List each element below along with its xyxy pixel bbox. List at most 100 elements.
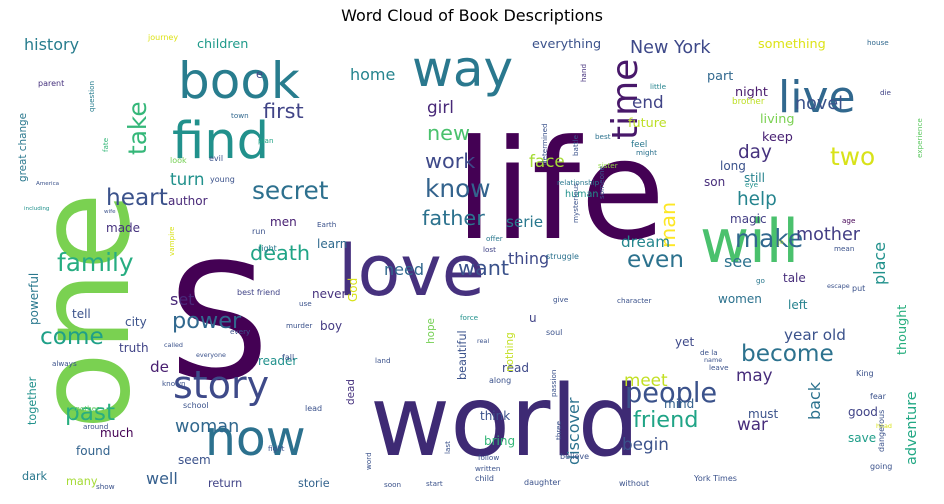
word-brother: brother xyxy=(732,97,765,107)
word-show: show xyxy=(96,482,115,491)
word-read: read xyxy=(502,361,529,375)
word-discover: discover xyxy=(564,397,583,465)
word-always: always xyxy=(52,359,77,368)
word-everyone: everyone xyxy=(196,351,226,359)
word-children: children xyxy=(197,37,248,52)
word-know: know xyxy=(425,174,491,203)
word-little: little xyxy=(650,82,667,91)
word-king: King xyxy=(856,369,874,378)
word-now: now xyxy=(205,410,306,467)
word-new-york: New York xyxy=(630,38,711,58)
word-life: life xyxy=(455,110,665,271)
word-become: become xyxy=(741,340,834,367)
word-best-friend: best friend xyxy=(237,288,280,297)
word-every: every xyxy=(230,327,251,336)
word-home: home xyxy=(350,65,395,84)
word-experience: experience xyxy=(915,118,924,158)
word-journey: journey xyxy=(147,33,178,42)
word-take: take xyxy=(123,101,152,155)
word-long: long xyxy=(720,159,746,173)
word-girl: girl xyxy=(427,97,454,117)
word-make: make xyxy=(735,224,803,253)
word-soul: soul xyxy=(546,328,562,337)
word-mother: mother xyxy=(796,225,861,245)
word-will: will xyxy=(700,207,799,277)
word-together: together xyxy=(26,376,39,425)
word-day: day xyxy=(738,142,772,163)
word-child: child xyxy=(475,474,494,483)
word-thing: thing xyxy=(508,249,549,268)
word-tale: tale xyxy=(783,271,806,285)
word-question: question xyxy=(87,81,96,112)
word-meet: meet xyxy=(624,370,668,390)
word-even: even xyxy=(627,246,684,273)
word-power: power xyxy=(172,308,242,334)
word-reader: reader xyxy=(258,354,297,368)
word-wife: wife xyxy=(104,209,116,215)
word-best: best xyxy=(595,132,611,141)
word-may: may xyxy=(736,365,773,385)
word-found: found xyxy=(76,444,110,458)
word-adventure: adventure xyxy=(904,391,920,465)
word-yet: yet xyxy=(675,335,694,349)
word-must: must xyxy=(748,407,779,421)
word-use: use xyxy=(299,299,312,308)
word-dark: dark xyxy=(22,470,48,483)
word-father: father xyxy=(422,206,485,230)
word-daughter: daughter xyxy=(524,478,561,487)
word-storie: storie xyxy=(298,477,330,490)
word-give: give xyxy=(553,295,569,304)
word-return: return xyxy=(208,477,242,490)
word-keep: keep xyxy=(762,130,793,145)
word-past: past xyxy=(65,399,115,426)
word-place: place xyxy=(870,242,889,285)
word-might: might xyxy=(636,148,657,157)
word-evil: evil xyxy=(209,154,223,163)
word-along: along xyxy=(489,376,511,385)
word-end: end xyxy=(632,92,664,112)
word-son: son xyxy=(704,175,725,189)
word-author: author xyxy=(168,194,208,208)
word-magic: magic xyxy=(730,212,767,226)
word-war: war xyxy=(737,414,768,434)
word-people: people xyxy=(625,378,717,409)
word-fall: fall xyxy=(282,353,294,362)
word-house: house xyxy=(867,38,889,47)
word-turn: turn xyxy=(170,169,204,189)
word-real: real xyxy=(477,337,489,345)
word-believe: believe xyxy=(560,452,589,461)
word-good: good xyxy=(848,405,878,419)
word-put: put xyxy=(852,284,865,293)
word-head: head xyxy=(876,422,892,430)
word-mysterious: mysterious xyxy=(571,183,580,223)
word-help: help xyxy=(737,189,777,210)
word-fight: fight xyxy=(268,444,285,453)
word-come: come xyxy=(40,323,104,350)
word-living: living xyxy=(760,112,794,127)
word-america: America xyxy=(36,181,59,187)
word-one: one xyxy=(10,192,159,430)
word-part: part xyxy=(707,69,733,84)
word-written: written xyxy=(475,464,500,473)
word-fate: fate xyxy=(101,137,110,152)
word-offer: offer xyxy=(486,234,503,243)
word-time: time xyxy=(605,59,646,140)
word-back: back xyxy=(805,381,824,420)
word-world: world xyxy=(370,365,640,479)
word-three: three xyxy=(554,420,563,440)
word-bring: bring xyxy=(484,434,515,448)
word-parent: parent xyxy=(38,79,64,88)
word-right: right xyxy=(258,244,277,253)
word-friend: friend xyxy=(633,407,699,433)
word-save: save xyxy=(848,431,876,445)
word-sister: sister xyxy=(598,161,618,170)
word-word: word xyxy=(364,452,373,470)
word-powerful: powerful xyxy=(27,273,41,325)
word-serie: serie xyxy=(506,213,543,231)
word-going: going xyxy=(870,462,892,471)
word-start: start xyxy=(426,479,443,488)
word-everything: everything xyxy=(532,37,601,52)
word-hope: hope xyxy=(425,318,437,344)
word-live: live xyxy=(778,72,856,123)
